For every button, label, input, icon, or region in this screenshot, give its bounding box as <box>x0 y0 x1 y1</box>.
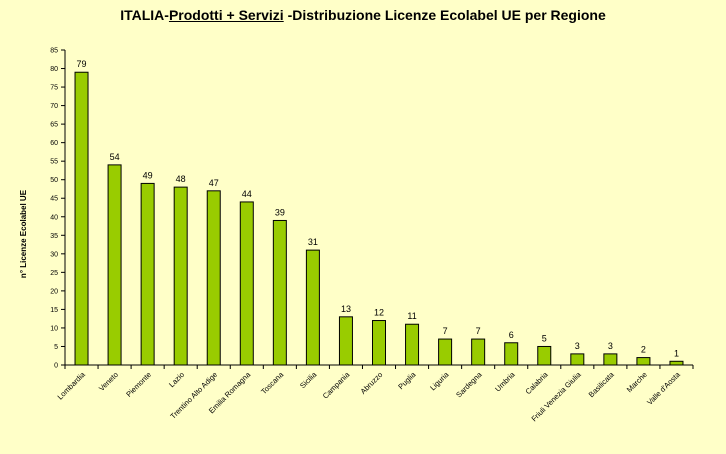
y-tick-label: 80 <box>50 66 58 73</box>
x-tick-label: Puglia <box>396 369 418 391</box>
y-tick-label: 65 <box>50 122 58 129</box>
x-tick-label: Abruzzo <box>359 370 385 396</box>
y-tick-label: 20 <box>50 288 58 295</box>
data-label: 1 <box>674 348 679 358</box>
y-tick-label: 5 <box>54 344 58 351</box>
x-tick-label: Sicilia <box>298 369 319 390</box>
data-label: 48 <box>176 174 186 184</box>
x-tick-label: Valle d'Aosta <box>645 369 682 406</box>
y-tick-label: 15 <box>50 307 58 314</box>
bar <box>206 190 221 366</box>
bars-group <box>74 71 684 366</box>
x-tick-label: Lombardia <box>56 369 88 401</box>
bar <box>438 338 453 366</box>
y-tick-label: 40 <box>50 214 58 221</box>
y-tick-label: 35 <box>50 233 58 240</box>
y-tick-label: 55 <box>50 159 58 166</box>
bar <box>140 182 155 366</box>
data-label: 13 <box>341 304 351 314</box>
data-label: 31 <box>308 237 318 247</box>
chart-title-suffix: -Distribuzione Licenze Ecolabel UE per R… <box>283 7 606 23</box>
bar <box>107 164 122 366</box>
x-tick-label: Toscana <box>259 369 286 396</box>
y-axis-label: n° Licenze Ecolabel UE <box>19 189 28 278</box>
x-tick-label: Lazio <box>167 370 186 389</box>
x-tick-label: Marche <box>625 370 649 394</box>
y-tick-label: 50 <box>50 177 58 184</box>
data-label: 2 <box>641 345 646 355</box>
bar <box>603 353 618 366</box>
y-tick-label: 10 <box>50 325 58 332</box>
x-tick-label: Calabria <box>524 369 551 396</box>
x-tick-label: Campania <box>321 369 352 400</box>
bar <box>471 338 486 366</box>
chart-title-underlined: Prodotti + Servizi <box>168 7 284 23</box>
y-tick-label: 85 <box>50 48 58 55</box>
bar <box>504 342 519 366</box>
data-label: 39 <box>275 207 285 217</box>
bar <box>537 345 552 366</box>
bar <box>372 320 386 366</box>
x-tick-label: Liguria <box>428 369 451 392</box>
x-tick-label: Sardegna <box>454 369 484 399</box>
x-tick-label: Umbria <box>493 369 517 393</box>
y-tick-label: 45 <box>50 196 58 203</box>
chart-title-prefix: ITALIA- <box>120 7 169 23</box>
data-label: 7 <box>476 326 481 336</box>
bar <box>570 353 585 366</box>
data-label: 49 <box>143 170 153 180</box>
y-tick-label: 25 <box>50 270 58 277</box>
y-tick-label: 0 <box>54 363 58 370</box>
bar <box>173 186 188 366</box>
y-tick-label: 60 <box>50 140 58 147</box>
data-label: 44 <box>242 189 252 199</box>
data-label: 3 <box>575 341 580 351</box>
x-tick-label: Basilicata <box>587 369 617 399</box>
data-label: 54 <box>110 152 120 162</box>
data-label: 11 <box>407 311 416 321</box>
bar <box>405 323 420 366</box>
bar <box>338 316 353 366</box>
bar <box>239 201 254 366</box>
data-label: 3 <box>608 341 613 351</box>
chart-title: ITALIA-Prodotti + Servizi -Distribuzione… <box>0 7 726 23</box>
data-label: 47 <box>209 178 219 188</box>
data-label: 5 <box>542 333 547 343</box>
data-label: 12 <box>374 308 384 318</box>
data-label: 6 <box>509 330 514 340</box>
bar <box>272 219 287 366</box>
y-tick-label: 70 <box>50 103 58 110</box>
bar <box>305 249 320 366</box>
data-labels-group: 79 54 49 48 47 44 39 31 13 12 11 7 7 6 5 3 3 2 1 <box>77 59 679 358</box>
bar <box>636 357 651 366</box>
data-label: 7 <box>443 326 448 336</box>
x-tick-label: Piemonte <box>124 370 153 399</box>
bar <box>669 360 684 366</box>
y-tick-label: 75 <box>50 85 58 92</box>
y-tick-label: 30 <box>50 251 58 258</box>
bar <box>74 71 89 366</box>
data-label: 79 <box>77 59 87 69</box>
x-tick-label: Veneto <box>97 370 120 393</box>
